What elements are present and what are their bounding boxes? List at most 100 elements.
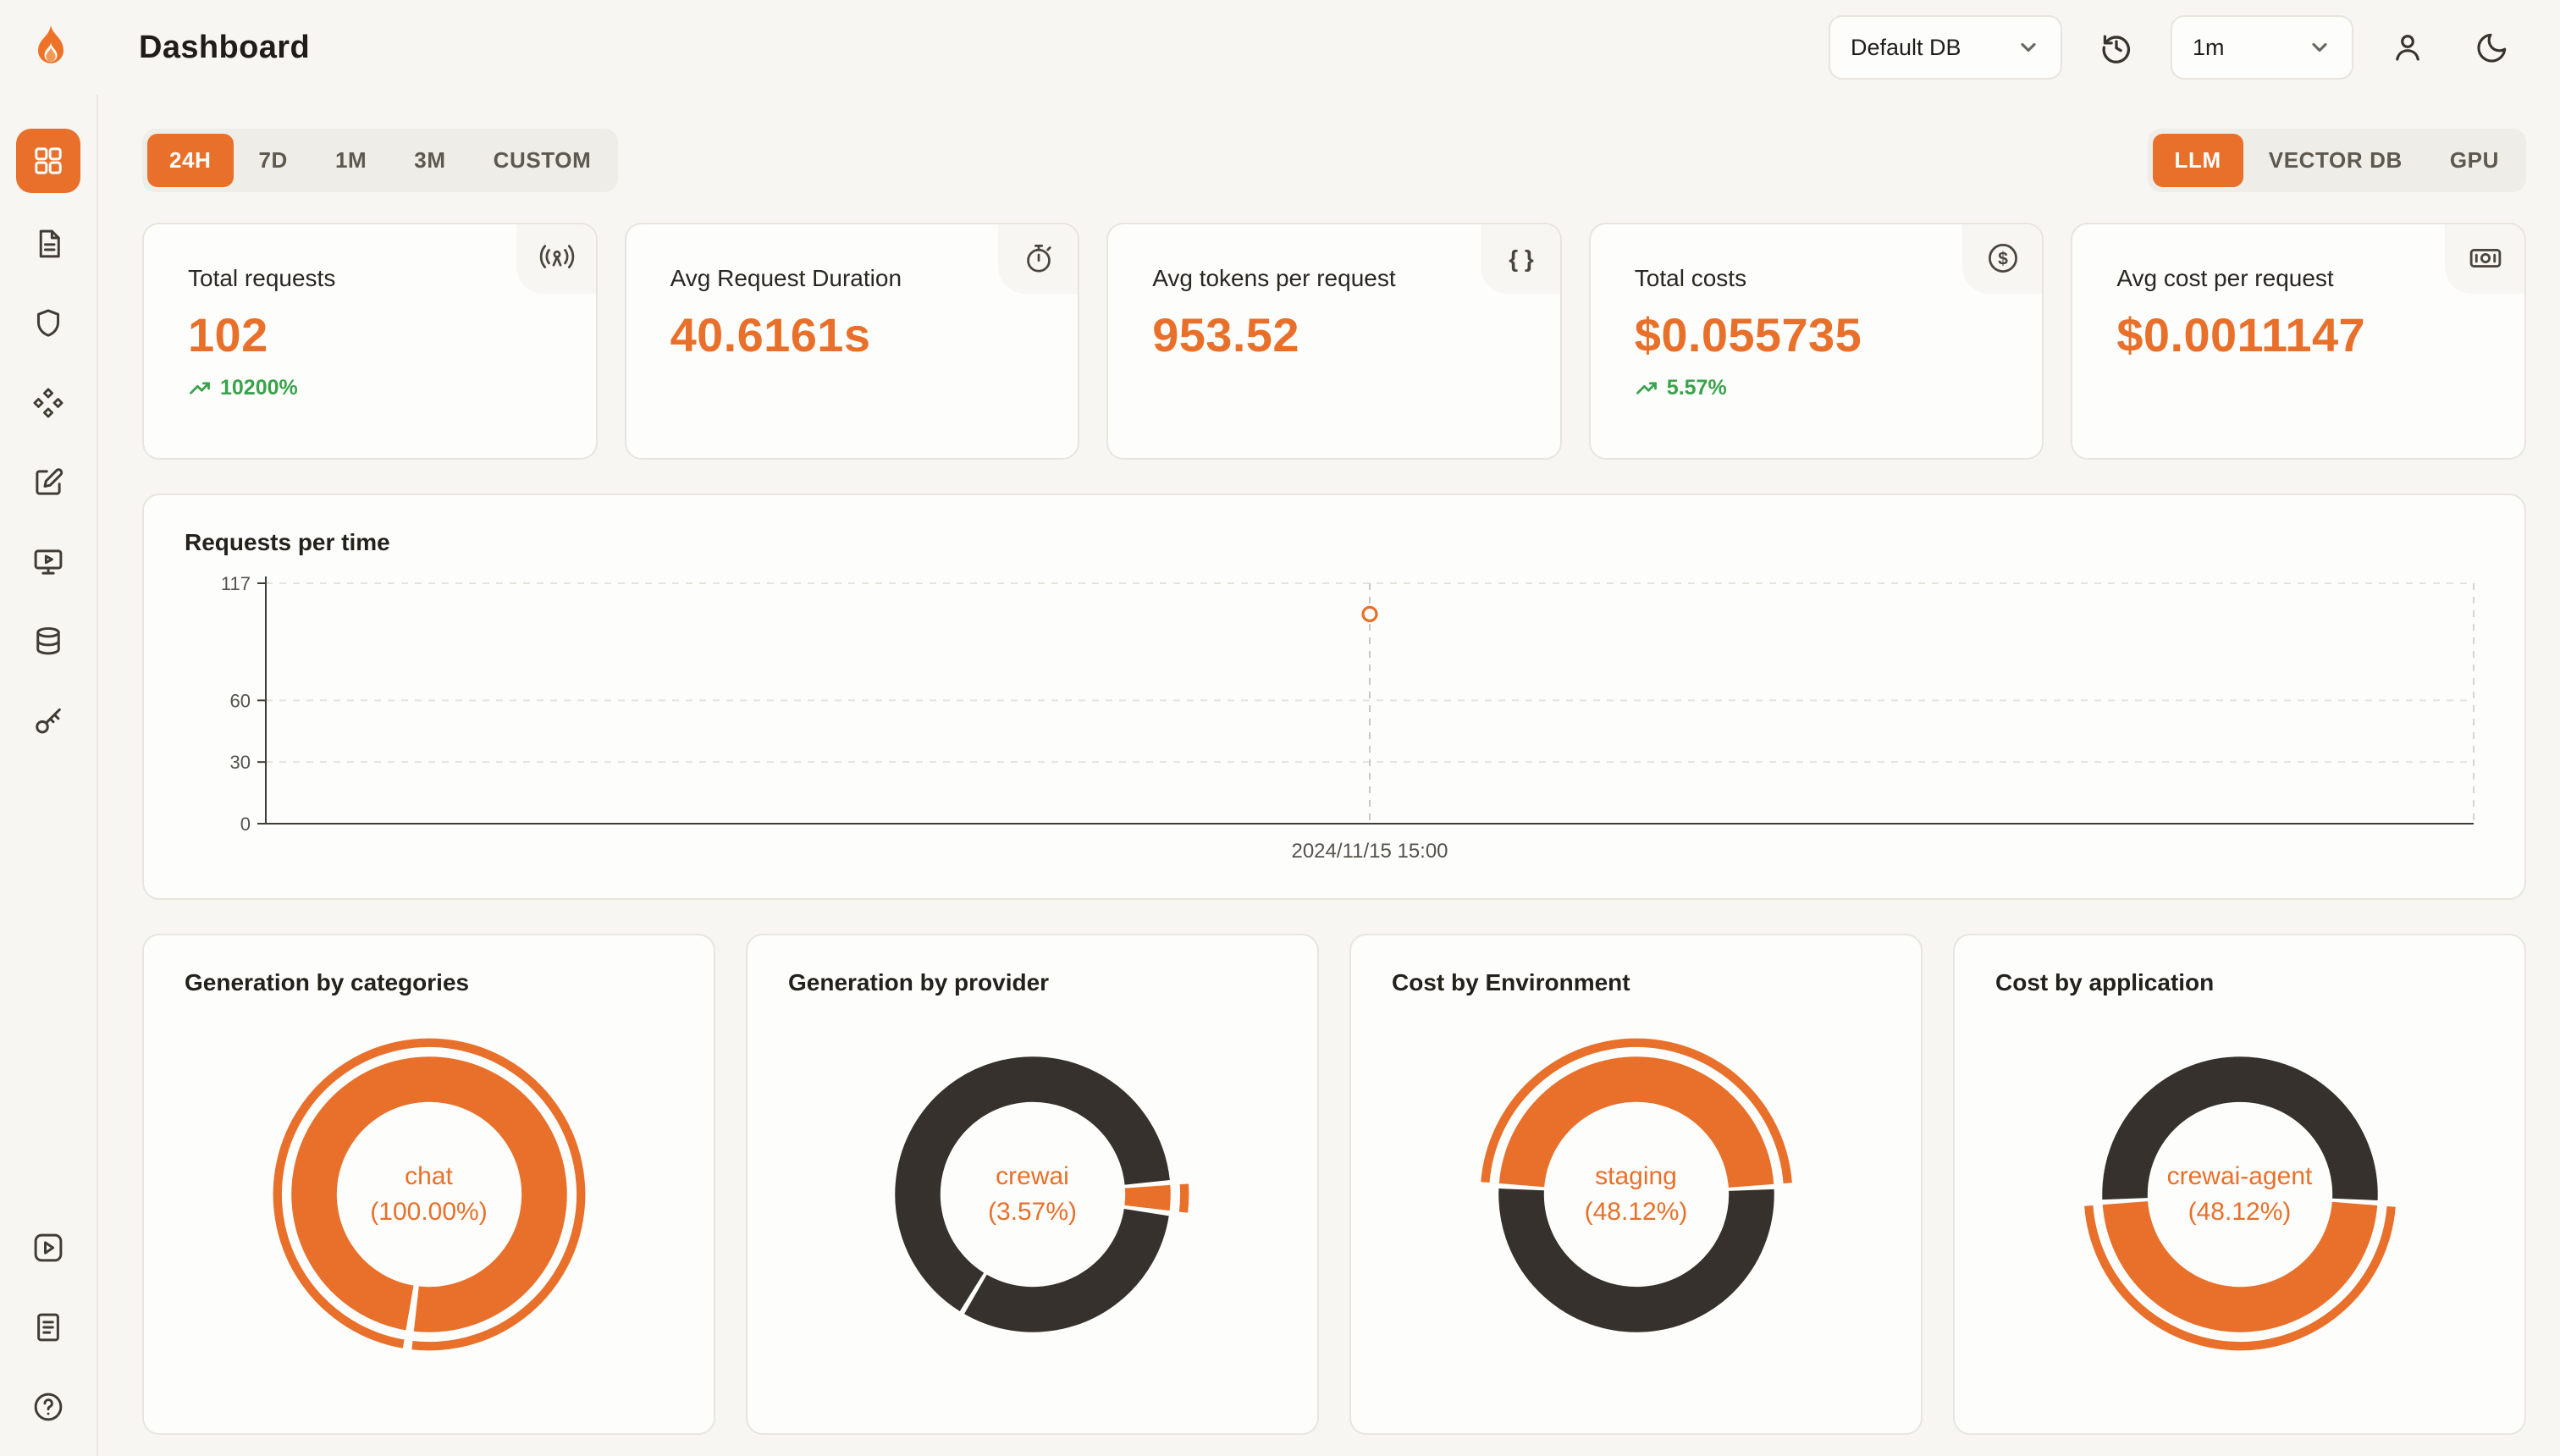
stat-value: $0.0011147	[2116, 308, 2366, 361]
sidebar-item-getting-started[interactable]	[19, 1219, 77, 1277]
stopwatch-icon	[1020, 240, 1057, 277]
pie-card-generation-by-categories: Generation by categories chat (100.00%)	[142, 934, 715, 1435]
chevron-down-icon	[2017, 36, 2040, 59]
tab-7d[interactable]: 7D	[237, 134, 310, 187]
requests-file-icon	[30, 226, 66, 262]
stat-label: Total costs	[1634, 265, 1747, 291]
app-header: Dashboard Default DB 1m	[0, 0, 2560, 95]
sidebar-item-exceptions[interactable]	[19, 295, 77, 352]
stat-card-avg-cost-per-request: Avg cost per request $0.0011147	[2071, 223, 2526, 460]
sidebar-item-dashboard[interactable]	[16, 129, 80, 193]
stat-label: Avg cost per request	[2116, 265, 2334, 291]
svg-text:2024/11/15 15:00: 2024/11/15 15:00	[1291, 840, 1448, 863]
stat-value: 40.6161s	[670, 308, 871, 361]
stat-label: Avg tokens per request	[1152, 265, 1396, 291]
broadcast-icon	[538, 240, 576, 277]
stat-card-avg-request-duration: Avg Request Duration 40.6161s	[624, 223, 1080, 460]
page-title: Dashboard	[139, 29, 311, 65]
svg-text:60: 60	[230, 690, 251, 711]
diamonds-icon	[30, 385, 66, 421]
sidebar-item-databases[interactable]	[19, 613, 77, 670]
sidebar-item-traces[interactable]	[19, 374, 77, 432]
edit-square-icon	[30, 465, 66, 500]
stats-row: Total requests 102 10200%	[142, 223, 2526, 460]
requests-line-chart: 0 30 60 117 2024/11/15 15:00	[185, 566, 2484, 874]
donut-chart: staging (48.12%)	[1462, 1020, 1811, 1369]
dark-mode-button[interactable]	[2462, 17, 2523, 78]
user-icon	[2390, 30, 2425, 65]
sidebar-item-api-keys[interactable]	[19, 692, 77, 750]
requests-per-time-card: Requests per time 0 30 60 117 2024/11/15 15:…	[142, 494, 2526, 900]
sidebar-item-help[interactable]	[19, 1378, 77, 1436]
help-circle-icon	[30, 1389, 66, 1425]
monitor-play-icon	[30, 544, 66, 580]
time-range-tabs: 24H 7D 1M 3M CUSTOM	[142, 129, 619, 192]
tab-vector-db[interactable]: VECTOR DB	[2247, 134, 2425, 187]
chart-title: Requests per time	[185, 529, 390, 555]
history-icon	[2098, 29, 2135, 66]
sidebar-item-requests[interactable]	[19, 215, 77, 273]
stat-card-total-requests: Total requests 102 10200%	[142, 223, 598, 460]
pie-title: Cost by Environment	[1392, 969, 1630, 995]
svg-text:$: $	[1999, 250, 2009, 269]
dollar-icon: $	[1984, 240, 2022, 277]
pie-card-generation-by-provider: Generation by provider crewai (3.57%)	[746, 934, 1319, 1435]
chevron-down-icon	[2308, 36, 2331, 59]
tab-llm[interactable]: LLM	[2152, 134, 2243, 187]
pie-title: Cost by application	[1995, 969, 2215, 995]
donut-chart: crewai (3.57%)	[858, 1020, 1207, 1369]
stat-card-total-costs: Total costs $0.055735 5.57% $	[1588, 223, 2044, 460]
donut-chart: chat (100.00%)	[255, 1020, 604, 1369]
braces-icon: { }	[1498, 240, 1545, 277]
tab-custom[interactable]: CUSTOM	[472, 134, 614, 187]
pie-card-cost-by-environment: Cost by Environment staging (48.12%)	[1349, 934, 1923, 1435]
stat-label: Total requests	[188, 265, 336, 291]
source-tabs: LLM VECTOR DB GPU	[2147, 129, 2526, 192]
sidebar	[0, 95, 98, 1456]
pies-row: Generation by categories chat (100.00%) …	[142, 934, 2526, 1435]
svg-text:30: 30	[230, 752, 251, 773]
refresh-history-button[interactable]	[2086, 17, 2147, 78]
main-content: 24H 7D 1M 3M CUSTOM LLM VECTOR DB GPU To…	[98, 95, 2560, 1456]
sidebar-item-prompts[interactable]	[19, 454, 77, 511]
key-icon	[30, 703, 66, 739]
stat-card-avg-tokens: Avg tokens per request 953.52 { }	[1106, 223, 1562, 460]
stat-value: $0.055735	[1634, 308, 1862, 361]
filter-row: 24H 7D 1M 3M CUSTOM LLM VECTOR DB GPU	[142, 129, 2526, 192]
stat-value: 953.52	[1152, 308, 1299, 361]
trending-up-icon	[188, 377, 212, 400]
tab-1m[interactable]: 1M	[313, 134, 389, 187]
donut-chart: crewai-agent (48.12%)	[2066, 1020, 2414, 1369]
svg-text:0: 0	[240, 813, 251, 835]
app-logo-flame-icon	[25, 22, 76, 73]
dashboard-grid-icon	[31, 144, 65, 178]
stat-icon-notch	[516, 224, 596, 294]
pie-title: Generation by provider	[788, 969, 1050, 995]
database-icon	[30, 624, 66, 659]
svg-text:117: 117	[221, 573, 251, 594]
svg-text:{ }: { }	[1509, 245, 1534, 272]
sidebar-item-documentation[interactable]	[19, 1299, 77, 1356]
stat-delta: 10200%	[188, 376, 552, 400]
tab-gpu[interactable]: GPU	[2428, 134, 2521, 187]
database-select-value: Default DB	[1851, 34, 1961, 60]
stat-value: 102	[188, 308, 268, 361]
interval-select[interactable]: 1m	[2171, 15, 2353, 80]
tab-24h[interactable]: 24H	[147, 134, 234, 187]
stat-label: Avg Request Duration	[670, 265, 902, 291]
shield-icon	[30, 306, 66, 341]
stat-icon-notch	[2444, 224, 2524, 294]
document-icon	[30, 1310, 66, 1345]
interval-select-value: 1m	[2193, 34, 2225, 60]
play-square-icon	[30, 1230, 66, 1266]
tab-3m[interactable]: 3M	[392, 134, 467, 187]
cash-icon	[2466, 239, 2505, 278]
database-select[interactable]: Default DB	[1829, 15, 2062, 80]
stat-icon-notch: { }	[1480, 224, 1560, 294]
moon-icon	[2474, 30, 2510, 65]
stat-delta-value: 5.57%	[1666, 376, 1727, 400]
stat-delta: 5.57%	[1635, 376, 1999, 400]
stat-icon-notch	[998, 224, 1079, 294]
sidebar-item-playground[interactable]	[19, 533, 77, 591]
user-button[interactable]	[2377, 17, 2438, 78]
